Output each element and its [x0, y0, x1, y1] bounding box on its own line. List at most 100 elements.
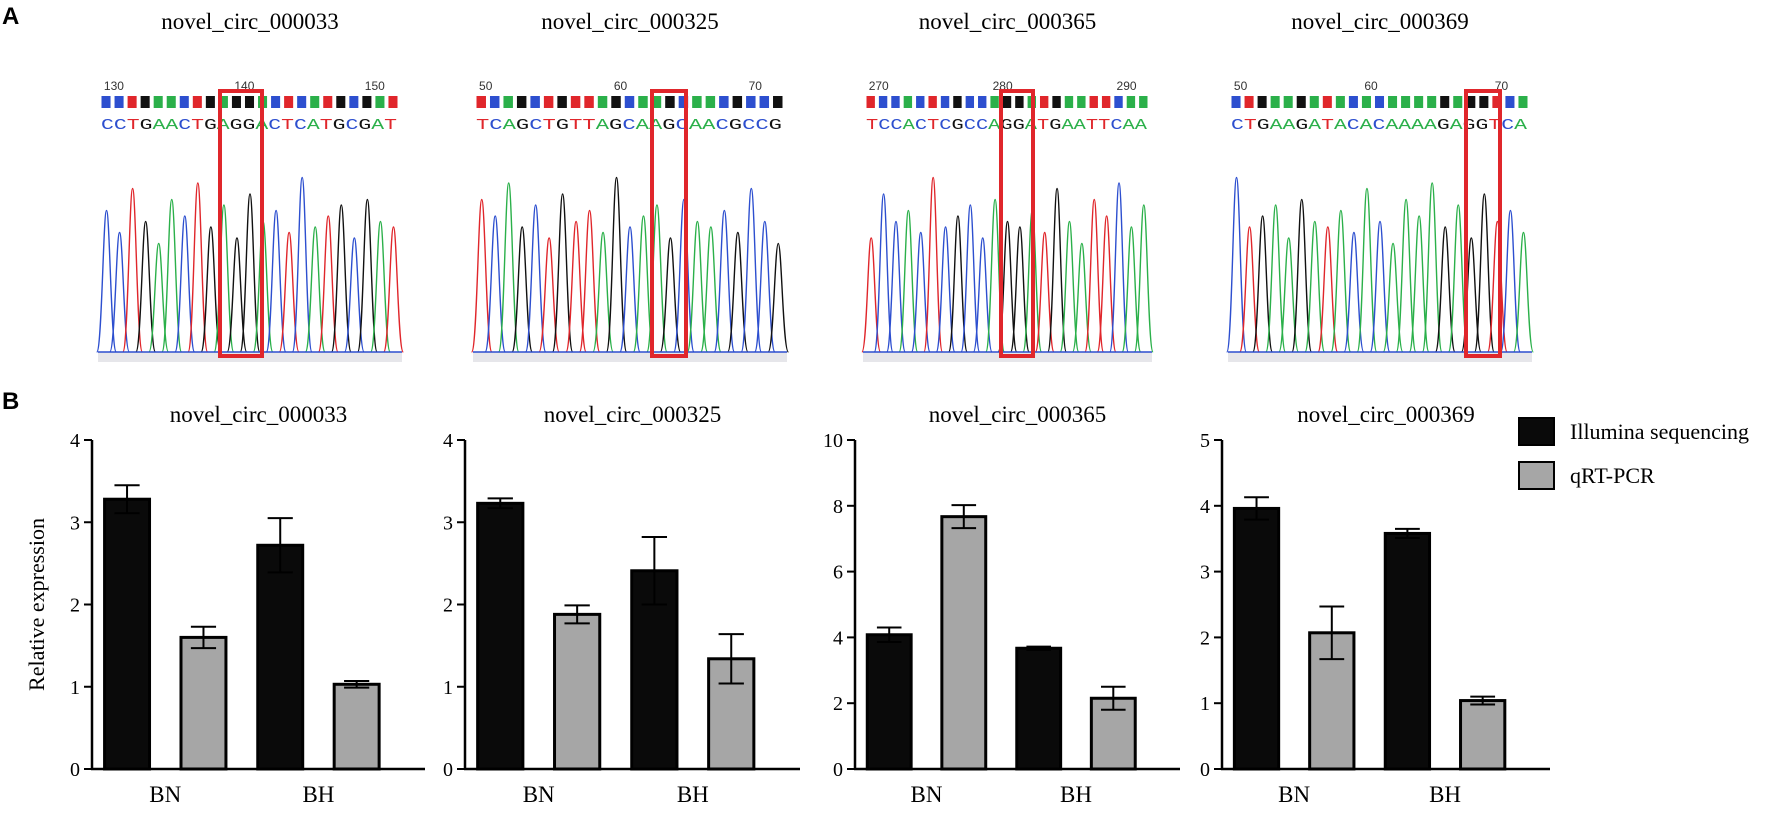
y-tick-label: 2: [443, 595, 453, 617]
quality-block: [284, 96, 294, 108]
quality-block: [903, 96, 913, 108]
bar-illumina-bn: [1232, 506, 1281, 771]
quality-block: [1335, 96, 1345, 108]
chart-title: novel_circ_000033: [170, 402, 348, 427]
quality-block: [678, 96, 689, 108]
trace-peak: [1317, 226, 1339, 353]
trace-peak: [187, 182, 209, 353]
quality-block: [557, 96, 567, 108]
quality-block: [990, 96, 999, 108]
trace-peak: [1265, 204, 1287, 353]
trace-peak: [1499, 209, 1521, 353]
quality-block: [375, 96, 385, 108]
quality-block: [1348, 96, 1358, 108]
trace-peak: [873, 193, 894, 353]
y-tick-label: 0: [443, 759, 453, 781]
y-tick-label: 3: [1200, 562, 1210, 584]
quality-block: [1126, 96, 1136, 108]
chart-title: novel_circ_000369: [1297, 402, 1475, 427]
x-category-label: BH: [1429, 782, 1461, 807]
quality-block: [1015, 96, 1024, 108]
panel-label-b: B: [2, 388, 19, 415]
quality-block: [953, 96, 962, 108]
trace-peak: [947, 215, 968, 353]
y-tick-label: 6: [833, 562, 843, 584]
bar-chart-panel: novel_circ_000033 Relative expression 0 1 2 3…: [24, 402, 1550, 807]
quality-block: [1427, 96, 1437, 108]
legend-label-illumina: Illumina sequencing: [1570, 419, 1749, 444]
y-tick-label: 1: [70, 677, 80, 699]
quality-block: [543, 96, 554, 108]
quality-block: [1309, 96, 1319, 108]
trace-peak: [161, 198, 183, 353]
trace-peak: [1047, 187, 1068, 353]
quality-block: [719, 96, 729, 108]
chromatogram-title: novel_circ_000033: [161, 9, 339, 34]
bar-illumina-bh: [1015, 646, 1063, 771]
trace-peak: [861, 237, 882, 353]
quality-block: [388, 96, 398, 108]
quality-block: [584, 96, 594, 108]
quality-block: [916, 96, 925, 108]
quality-block: [323, 96, 333, 108]
y-tick-label: 2: [833, 693, 843, 715]
bar-qrtpcr-bn: [1308, 631, 1356, 771]
quality-block: [1401, 96, 1411, 108]
quality-block: [218, 96, 228, 108]
x-category-label: BN: [523, 782, 555, 807]
quality-block: [530, 96, 540, 108]
quality-block: [732, 96, 743, 108]
quality-block: [1414, 96, 1424, 108]
base-position-label: 50: [1234, 79, 1248, 93]
quality-block: [878, 96, 888, 108]
quality-block: [665, 96, 675, 108]
y-tick-label: 2: [70, 595, 80, 617]
quality-block: [1361, 96, 1371, 108]
quality-block: [940, 96, 950, 108]
quality-block: [1039, 96, 1049, 108]
quality-block: [638, 96, 648, 108]
trace-peak: [265, 209, 287, 353]
y-tick-label: 3: [443, 512, 453, 534]
trace-peak: [632, 215, 655, 353]
bar-illumina-bn: [476, 501, 525, 771]
bar-illumina-bh: [1383, 531, 1432, 771]
quality-block: [179, 96, 189, 108]
y-tick-label: 1: [443, 677, 453, 699]
trace-peak: [673, 198, 695, 353]
trace-peak: [330, 204, 352, 353]
base-position-label: 270: [869, 79, 889, 93]
quality-block: [1518, 96, 1528, 108]
y-tick-label: 0: [70, 759, 80, 781]
trace-peak: [659, 237, 682, 353]
quality-block: [965, 96, 975, 108]
chromatogram-2: novel_circ_000325 50 60 70 T C A G C T G T T A G C A A G C A…: [470, 9, 790, 362]
trace-peak: [1096, 215, 1117, 353]
quality-block: [1257, 96, 1267, 108]
trace-peak: [727, 231, 749, 353]
quality-block: [127, 96, 137, 108]
quality-block: [692, 96, 702, 108]
quality-block: [1283, 96, 1293, 108]
legend-swatch-qrtpcr: [1518, 461, 1555, 490]
quality-block: [140, 96, 150, 108]
quality-block: [153, 96, 163, 108]
trace-peak: [383, 226, 404, 353]
trace-peak: [1473, 193, 1495, 353]
quality-block: [597, 96, 608, 108]
legend-label-qrtpcr: qRT-PCR: [1570, 463, 1655, 488]
trace-peak: [524, 204, 547, 353]
trace-peak: [960, 204, 981, 353]
x-category-label: BN: [911, 782, 943, 807]
trace-peak: [605, 176, 628, 353]
chromatogram-title: novel_circ_000365: [919, 9, 1097, 34]
y-tick-label: 4: [833, 627, 843, 649]
quality-block: [1002, 96, 1012, 108]
trace-peak: [740, 187, 763, 353]
trace-peak: [1109, 182, 1130, 353]
trace-peak: [1330, 209, 1352, 353]
trace-peak: [565, 220, 587, 353]
trace-peak: [898, 209, 919, 353]
